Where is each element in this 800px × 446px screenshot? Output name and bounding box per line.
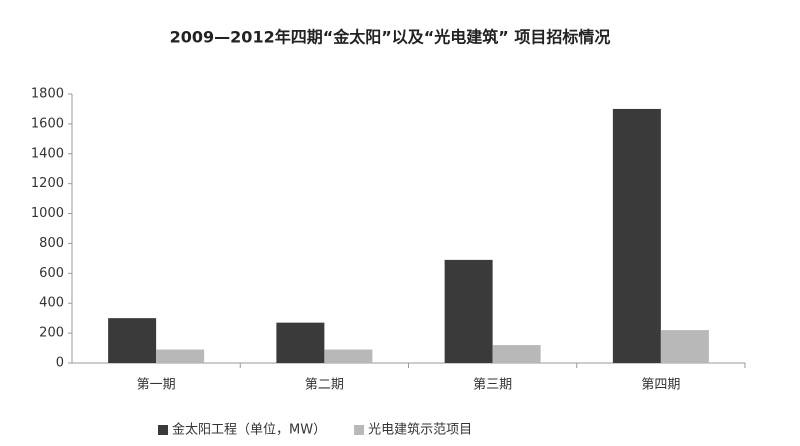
y-tick-label: 600 bbox=[39, 266, 64, 281]
bar bbox=[276, 322, 325, 363]
y-tick-label: 1200 bbox=[31, 176, 64, 191]
x-tick-label: 第二期 bbox=[305, 378, 344, 393]
legend-swatch bbox=[158, 425, 168, 435]
y-tick-label: 1000 bbox=[31, 206, 64, 221]
y-tick-label: 200 bbox=[39, 326, 64, 341]
bar bbox=[444, 259, 493, 363]
y-tick-label: 400 bbox=[39, 296, 64, 311]
y-tick-label: 1400 bbox=[31, 146, 64, 161]
chart-title: 2009—2012年四期“金太阳”以及“光电建筑” 项目招标情况 bbox=[170, 28, 611, 47]
y-tick-label: 0 bbox=[56, 356, 64, 371]
y-tick-label: 800 bbox=[39, 236, 64, 251]
bar bbox=[108, 318, 157, 363]
x-tick-label: 第四期 bbox=[641, 378, 680, 393]
bar bbox=[324, 349, 373, 363]
y-tick-label: 1800 bbox=[31, 87, 64, 102]
y-tick-label: 1600 bbox=[31, 116, 64, 131]
x-tick-label: 第三期 bbox=[473, 378, 512, 393]
bar bbox=[660, 330, 709, 363]
bar bbox=[612, 108, 661, 363]
legend-label: 光电建筑示范项目 bbox=[368, 422, 472, 438]
bar bbox=[156, 349, 205, 363]
legend-swatch bbox=[354, 425, 365, 435]
bar bbox=[492, 345, 541, 363]
x-tick-label: 第一期 bbox=[137, 378, 176, 393]
legend-label: 金太阳工程（单位，MW） bbox=[172, 422, 326, 438]
